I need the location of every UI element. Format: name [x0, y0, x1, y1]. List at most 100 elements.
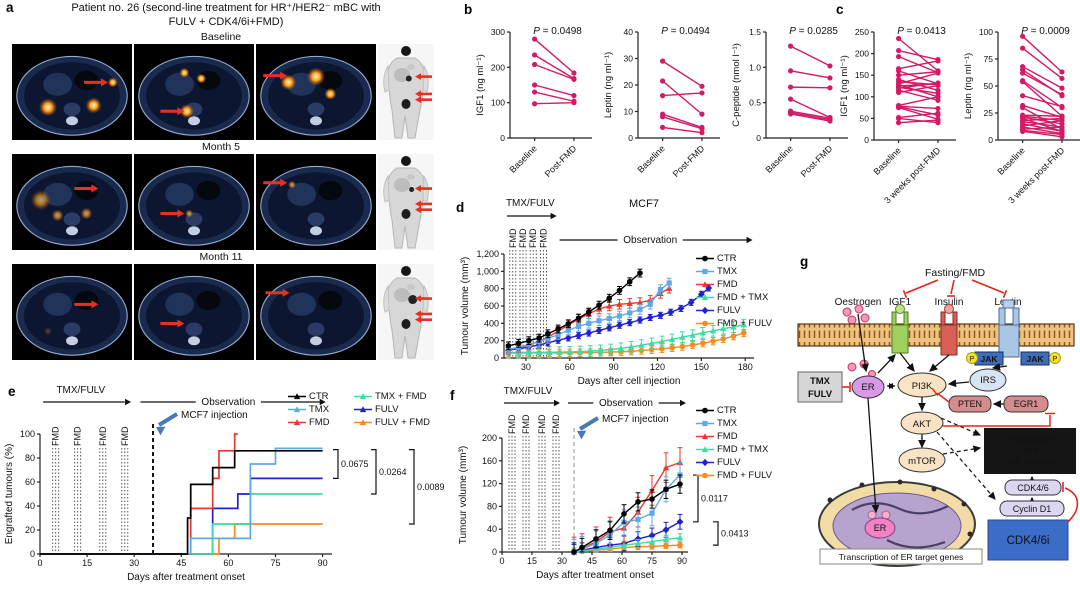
legend-item-label: FULV [375, 404, 399, 415]
svg-text:100: 100 [20, 429, 35, 439]
panel-b-paired-plots: 0 100 200 300 Baseline Post-FMD P = 0.0498 IGF1… [452, 12, 854, 206]
svg-text:0: 0 [499, 556, 504, 566]
legend-marker-icon [696, 306, 714, 315]
axial-pet-ct-image [134, 43, 254, 140]
paired-dot-plot: 0 100 200 300 Baseline Post-FMD P = 0.0498 IGF1… [475, 26, 592, 179]
paired-dot-plot: 0 0.5 1.0 1.5 Baseline Post-FMD P = 0.0285 C-pe… [731, 26, 848, 179]
series-TMX [40, 447, 323, 555]
legend-item-label: FMD [717, 431, 738, 442]
svg-text:60: 60 [223, 558, 233, 568]
svg-text:160: 160 [482, 456, 497, 466]
svg-text:80: 80 [25, 453, 35, 463]
legend-item: FMD + FULV [696, 469, 772, 482]
legend-item: FMD [696, 430, 772, 443]
svg-text:300: 300 [491, 27, 505, 37]
proliferation-line1: Proliferation [1006, 434, 1054, 444]
legend-marker-icon [696, 472, 714, 479]
svg-text:Baseline: Baseline [764, 143, 795, 174]
axial-pet-ct-image [12, 43, 132, 140]
transcription-box [819, 548, 983, 565]
paired-dot-plot: 0 10 20 30 40 Baseline Post-FMD P = 0.0494 Lepti… [603, 26, 720, 179]
svg-text:15: 15 [527, 556, 537, 566]
er-pi3k-arrowhead-right [889, 383, 895, 389]
svg-text:P = 0.0285: P = 0.0285 [789, 26, 838, 37]
mip-pet-image [378, 153, 434, 250]
svg-text:0.0117: 0.0117 [701, 493, 728, 503]
cdk46-label: CDK4/6 [1017, 483, 1049, 493]
svg-text:75: 75 [984, 54, 994, 64]
phospho-right-label: P [1053, 356, 1058, 363]
svg-text:100: 100 [491, 98, 505, 108]
svg-text:0: 0 [37, 558, 42, 568]
legend-marker-icon [696, 268, 714, 275]
svg-text:80: 80 [487, 501, 497, 511]
nuclear-er-node [864, 517, 896, 539]
svg-text:FMD: FMD [518, 228, 528, 248]
svg-text:30: 30 [521, 362, 531, 372]
cdk46i-inhibits-cdk46 [1062, 482, 1079, 523]
svg-text:10: 10 [624, 107, 634, 117]
cdk46i-box [987, 519, 1069, 561]
svg-text:30: 30 [129, 558, 139, 568]
irs-label: IRS [980, 375, 996, 386]
er-ligand-dot [867, 510, 877, 520]
legend-marker-icon [354, 393, 372, 400]
axial-pet-ct-image [134, 153, 254, 250]
legend-item-label: CTR [309, 391, 329, 402]
panel-e-engraftment-chart: 0 20 40 60 80 100 0 15 30 45 60 75 90 Days after trea… [2, 382, 450, 588]
svg-text:50: 50 [984, 81, 994, 91]
svg-text:90: 90 [609, 362, 619, 372]
svg-text:0: 0 [492, 547, 497, 557]
legend-marker-icon [696, 320, 714, 327]
svg-text:60: 60 [617, 556, 627, 566]
svg-text:Days after cell injection: Days after cell injection [578, 376, 681, 387]
legend-item-label: FULV + FMD [375, 417, 430, 428]
svg-text:TMX/FULV: TMX/FULV [504, 386, 553, 397]
oestrogen-label: Oestrogen [835, 297, 882, 308]
mip-pet-image [378, 43, 434, 140]
mtor-node [898, 447, 946, 473]
mip-pet-image [378, 263, 434, 360]
legend-item: TMX [288, 403, 354, 416]
legend-marker-icon [696, 420, 714, 427]
series-CTR [571, 474, 683, 555]
phospho-icon [966, 352, 978, 364]
legend-item: FULV [696, 456, 772, 469]
scan-row [6, 153, 446, 250]
insulin-ligand [944, 304, 954, 314]
legend-marker-icon [354, 419, 372, 426]
tumour-growth-chart-d: 0 200 400 600 800 1,000 1,200 30 60 90 120 150 180 Da… [460, 198, 754, 387]
svg-text:150: 150 [855, 70, 869, 80]
legend-marker-icon [696, 294, 714, 301]
legend-item: TMX [696, 417, 772, 430]
svg-text:30: 30 [557, 556, 567, 566]
legend-item: CTR [288, 390, 354, 403]
scan-row-label: Baseline [200, 30, 242, 43]
legend-item: CTR [696, 404, 772, 417]
legend-marker-icon [288, 393, 306, 400]
series-FULV + FMD [40, 523, 323, 555]
panel-e-label: e [8, 384, 16, 399]
legend-item-label: CTR [717, 405, 737, 416]
svg-text:0.0413: 0.0413 [721, 528, 749, 538]
svg-text:150: 150 [694, 362, 709, 372]
svg-text:P = 0.0009: P = 0.0009 [1021, 26, 1070, 37]
svg-text:FMD: FMD [120, 426, 130, 446]
svg-text:FMD: FMD [508, 228, 518, 248]
panel-c-label: c [836, 2, 844, 17]
legend-panel-f: CTR TMX FMD FMD + TMX FULV FMD + FULV [696, 404, 772, 482]
legend-marker-icon [288, 419, 306, 426]
svg-text:75: 75 [647, 556, 657, 566]
transcription-label: Transcription of ER target genes [839, 552, 964, 562]
svg-text:FMD: FMD [507, 414, 517, 434]
svg-text:Leptin (ng ml⁻¹): Leptin (ng ml⁻¹) [963, 53, 974, 119]
svg-text:0.5: 0.5 [749, 98, 761, 108]
svg-text:60: 60 [565, 362, 575, 372]
svg-text:20: 20 [624, 80, 634, 90]
nucleus: ER [818, 479, 976, 567]
proliferation-line2: and [1022, 445, 1037, 455]
svg-text:FMD: FMD [73, 426, 83, 446]
legend-item-label: FMD [717, 279, 738, 290]
